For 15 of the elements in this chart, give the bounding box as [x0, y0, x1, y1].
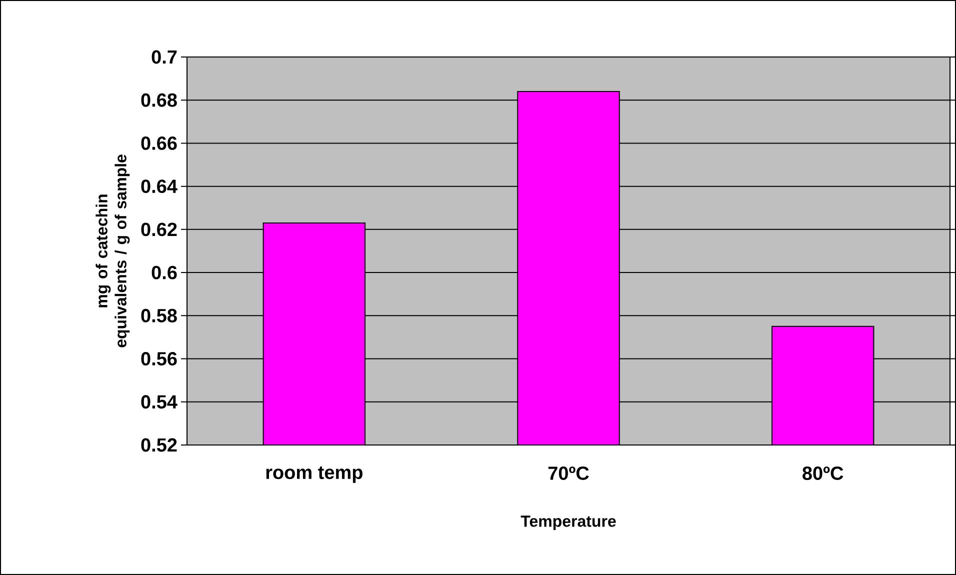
y-tick-label: 0.62	[141, 222, 177, 236]
y-axis-title: mg of catechin equivalents / g of sample	[96, 154, 130, 348]
y-tick-label: 0.6	[152, 266, 177, 280]
x-axis-title: Temperature	[520, 516, 616, 530]
x-tick-label: room temp	[266, 466, 362, 483]
y-tick-label: 0.66	[141, 136, 177, 150]
x-tick-label: 70ºC	[548, 466, 589, 480]
y-tick-label: 0.64	[141, 180, 178, 194]
y-tick-label: 0.7	[152, 50, 177, 64]
x-tick-label: 80ºC	[802, 466, 844, 480]
y-tick-label: 0.54	[141, 395, 178, 409]
y-tick-label: 0.68	[141, 93, 177, 107]
y-tick-label: 0.52	[141, 438, 177, 452]
y-tick-label: 0.58	[141, 308, 177, 322]
y-tick-label: 0.56	[141, 352, 177, 366]
